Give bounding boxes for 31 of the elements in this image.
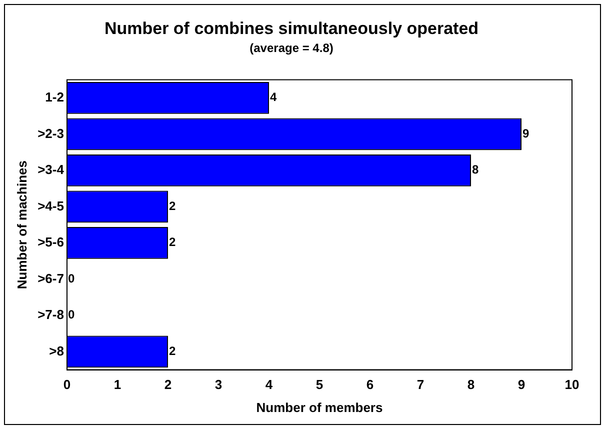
y-tick-label: >8 [49, 343, 64, 358]
data-label: 2 [168, 344, 176, 358]
data-label: 2 [168, 235, 176, 250]
y-tick-label: >5-6 [38, 234, 64, 250]
y-tick-label: 1-2 [45, 90, 64, 105]
data-label: 0 [68, 271, 75, 286]
data-label: 9 [522, 126, 530, 140]
data-label: 2 [168, 198, 176, 213]
x-tick-label: 9 [518, 377, 526, 392]
x-tick-label: 1 [114, 377, 122, 392]
x-tick-label: 4 [265, 377, 274, 392]
y-tick-label: >6-7 [38, 270, 64, 286]
data-label: 8 [472, 162, 479, 177]
x-axis-title: Number of members [256, 400, 383, 415]
x-tick-label: 6 [366, 377, 374, 392]
chart-title: Number of combines simultaneously operated [104, 18, 479, 38]
x-tick-label: 7 [416, 377, 424, 392]
x-tick-label: 2 [164, 377, 172, 392]
y-tick-label: >2-3 [38, 126, 64, 141]
chart-subtitle: (average = 4.8) [250, 40, 334, 55]
y-tick-label: >4-5 [38, 198, 64, 214]
data-label: 0 [68, 308, 75, 322]
x-tick-label: 8 [467, 377, 475, 392]
x-tick-label: 10 [564, 377, 580, 392]
data-label: 4 [270, 90, 277, 104]
y-axis-title: Number of machines [14, 160, 30, 290]
x-tick-label: 3 [214, 377, 222, 392]
x-tick-label: 0 [63, 377, 71, 392]
x-tick-label: 5 [316, 377, 324, 392]
y-tick-label: >7-8 [38, 307, 64, 322]
y-tick-label: >3-4 [38, 162, 65, 178]
